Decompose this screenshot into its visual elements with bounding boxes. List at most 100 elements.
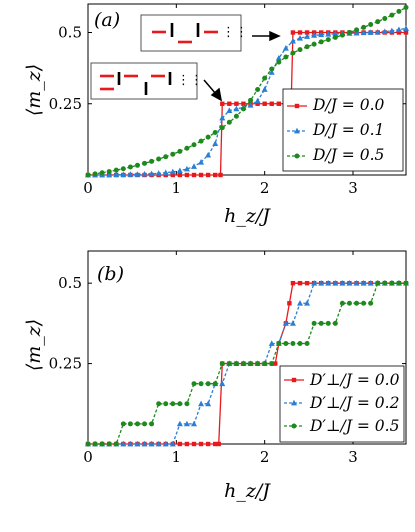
panel-a-label: (a) <box>94 9 120 31</box>
legend-b-entry-1: D′⊥/J = 0.0 <box>309 371 400 389</box>
panel-a-series-1-point-42 <box>381 28 388 35</box>
panel-a-series-1-point-5 <box>120 171 127 178</box>
panel-a-series-1-point-23 <box>247 101 254 108</box>
panel-a-series-1-point-44 <box>395 26 402 33</box>
panel-a-series-1-point-45 <box>403 25 409 31</box>
panel-a-series-1-point-9 <box>148 170 155 177</box>
panel-a-series-2-point-38 <box>354 27 360 33</box>
panel-b-series-1-point-7 <box>134 440 141 447</box>
panel-b-series-2-point-22 <box>240 361 246 367</box>
panel-b-series-0-point-19 <box>216 441 221 447</box>
panel-a-series-0-point-31 <box>290 30 296 35</box>
panel-a-series-1-point-25 <box>261 86 268 92</box>
panel-b-series-2-point-41 <box>375 280 381 286</box>
panel-a-series-1-point-24 <box>254 97 261 104</box>
panel-b-series-1-point-38 <box>353 279 360 286</box>
panel-a-series <box>85 4 409 178</box>
panel-b-series-1-point-5 <box>120 440 127 447</box>
panel-b-series-0-point-32 <box>290 280 296 286</box>
panel-b-series-1-point-40 <box>367 279 374 286</box>
panel-a-series-2-point-45 <box>403 4 409 10</box>
panel-a-series-1-point-26 <box>268 69 275 75</box>
panel-b-series-0-point-34 <box>304 280 310 286</box>
panel-b-series-1-point-33 <box>318 279 325 286</box>
panel-a-ytick-label-1: 0.5 <box>58 24 82 42</box>
panel-a-series-2-point-8 <box>142 160 148 166</box>
panel-b-series-2-point-43 <box>389 280 395 286</box>
panel-a-series-0-point-26 <box>262 101 267 106</box>
panel-b-series-2-point-35 <box>332 320 338 326</box>
panel-a-series-2-point-5 <box>120 166 126 172</box>
panel-b-series-2-point-4 <box>113 441 119 447</box>
panel-a-series-1-point-14 <box>183 165 190 172</box>
panel-a-legend-marker-0 <box>294 103 300 109</box>
legend-a-entry-3: D/J = 0.5 <box>312 146 384 164</box>
panel-b-xtick-label-1: 1 <box>172 448 182 466</box>
panel-a-series-0-point-25 <box>255 101 260 106</box>
panel-b-series-2-point-27 <box>276 340 282 346</box>
panel-a-series-2-point-17 <box>205 134 211 140</box>
panel-a-series-2-point-12 <box>170 151 176 157</box>
panel-b-series-0-point-13 <box>177 441 183 447</box>
panel-a-series-2-point-31 <box>304 44 310 50</box>
panel-b-series-0-point-33 <box>297 280 303 286</box>
panel-a-series-2-point-28 <box>283 54 289 60</box>
panel-a-legend: D/J = 0.0 D/J = 0.1 D/J = 0.5 <box>282 88 404 172</box>
panel-b-ylabel: ⟨m_z⟩ <box>23 319 45 371</box>
panel-a-series-1-point-18 <box>212 140 219 147</box>
panel-a-series-1-point-12 <box>169 168 176 175</box>
panel-a-series-1-point-40 <box>367 29 374 35</box>
panel-b-series-1-point-35 <box>332 279 339 286</box>
panel-a-series-1-point-39 <box>360 29 367 36</box>
panel-b-series-1-point-12 <box>169 440 176 447</box>
panel-b-series-1-point-17 <box>205 400 212 407</box>
legend-b-entry-2: D′⊥/J = 0.2 <box>309 394 399 412</box>
panel-b-series-0-point-18 <box>213 441 218 447</box>
panel-b-series-2-point-32 <box>311 320 317 326</box>
panel-a-series-1-point-20 <box>226 107 233 113</box>
panel-a-series-2-point-2 <box>99 170 105 176</box>
panel-a-series-2-line <box>87 6 407 176</box>
panel-a-series-2-point-19 <box>219 125 225 131</box>
panel-b-series-2-point-44 <box>396 280 402 286</box>
panel-b-series-2-point-39 <box>361 300 367 306</box>
panel-b-series-2-point-3 <box>106 441 112 447</box>
panel-a-series-2-point-43 <box>389 12 395 18</box>
panel-b-series-1-point-36 <box>339 279 346 286</box>
panel-b-legend: D′⊥/J = 0.0 D′⊥/J = 0.2 D′⊥/J = 0.5 <box>279 365 405 443</box>
panel-a-series-2-point-14 <box>184 145 190 151</box>
panel-a-series-0-point-27 <box>269 101 274 106</box>
spin-configuration-inset-upper: ⋮⋮ <box>140 14 248 52</box>
panel-b-series-2-point-24 <box>255 361 261 367</box>
panel-a-series-0-point-46 <box>396 30 402 35</box>
panel-a-series-1-point-15 <box>191 163 197 169</box>
panel-a-frame <box>87 3 407 176</box>
panel-b-series-2-point-6 <box>127 421 133 427</box>
panel-b-series-2-point-12 <box>170 401 176 407</box>
panel-a-series-0-point-23 <box>241 101 246 106</box>
panel-b-series-2-point-42 <box>382 280 388 286</box>
panel-a-series-0-point-28 <box>276 101 281 106</box>
panel-a-series-2-point-15 <box>191 142 197 148</box>
panel-b-series-1-point-11 <box>162 440 169 447</box>
legend-a-entry-1: D/J = 0.0 <box>312 96 384 114</box>
panel-a-series-1-point-34 <box>325 31 332 37</box>
panel-b-series-1-point-30 <box>297 300 303 306</box>
panel-b-series-0-point-16 <box>198 441 204 447</box>
panel-b-series-2-line <box>88 282 406 445</box>
panel-b-series-2-point-25 <box>262 361 268 367</box>
panel-a-series-2-point-20 <box>226 119 232 125</box>
panel-b-ytick-label-1: 0.5 <box>58 274 82 292</box>
panel-b-series-2-point-7 <box>134 421 140 427</box>
panel-b-series-1-point-10 <box>155 440 162 447</box>
panel-a-series-2-point-6 <box>127 164 133 170</box>
panel-b-series-1-point-9 <box>148 440 155 447</box>
panel-a-series-0-point-17 <box>205 172 211 178</box>
panel-a-series-0-point-22 <box>234 101 239 106</box>
panel-b-series-1-point-31 <box>304 300 311 306</box>
panel-a-series-1-point-11 <box>162 169 169 176</box>
panel-a-series-0-point-21 <box>227 101 232 106</box>
panel-a-xtick-label-3: 3 <box>348 179 358 197</box>
panel-b-series-1-point-15 <box>191 420 197 427</box>
panel-a-series-0-point-47 <box>403 30 409 35</box>
